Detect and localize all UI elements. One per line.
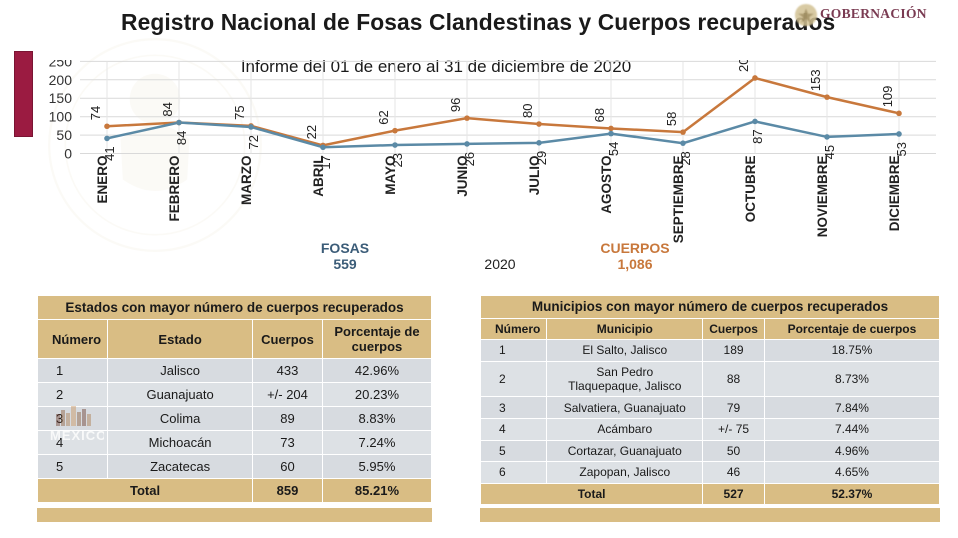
svg-text:250: 250 (49, 60, 73, 69)
svg-text:MARZO: MARZO (239, 156, 254, 206)
svg-text:84: 84 (174, 131, 189, 145)
svg-text:200: 200 (49, 72, 73, 88)
svg-text:MEXICO: MEXICO (50, 428, 104, 443)
svg-text:AGOSTO: AGOSTO (599, 156, 614, 214)
svg-text:96: 96 (448, 98, 463, 112)
svg-text:80: 80 (520, 104, 535, 118)
svg-text:DICIEMBRE: DICIEMBRE (887, 156, 902, 232)
svg-text:ENERO: ENERO (95, 156, 110, 204)
svg-text:84: 84 (160, 102, 175, 116)
svg-text:205: 205 (736, 60, 751, 72)
svg-text:NOVIEMBRE: NOVIEMBRE (815, 156, 830, 238)
svg-text:ABRIL: ABRIL (311, 156, 326, 197)
svg-text:100: 100 (49, 109, 73, 125)
svg-text:53: 53 (894, 142, 909, 156)
svg-text:109: 109 (880, 86, 895, 108)
svg-text:72: 72 (246, 135, 261, 149)
svg-text:SEPTIEMBRE: SEPTIEMBRE (671, 156, 686, 244)
svg-text:50: 50 (56, 127, 72, 143)
svg-text:74: 74 (88, 106, 103, 120)
svg-text:150: 150 (49, 90, 73, 106)
svg-text:JUNIO: JUNIO (455, 156, 470, 197)
svg-text:62: 62 (376, 110, 391, 124)
svg-text:JULIO: JULIO (527, 156, 542, 196)
svg-text:0: 0 (64, 146, 72, 162)
svg-text:153: 153 (808, 69, 823, 91)
svg-text:MAYO: MAYO (383, 156, 398, 195)
svg-text:FEBRERO: FEBRERO (167, 156, 182, 222)
svg-text:87: 87 (750, 129, 765, 143)
svg-text:22: 22 (304, 125, 319, 139)
svg-text:54: 54 (606, 142, 621, 156)
svg-text:58: 58 (664, 112, 679, 126)
svg-text:68: 68 (592, 108, 607, 122)
svg-text:OCTUBRE: OCTUBRE (743, 156, 758, 223)
svg-text:75: 75 (232, 105, 247, 119)
